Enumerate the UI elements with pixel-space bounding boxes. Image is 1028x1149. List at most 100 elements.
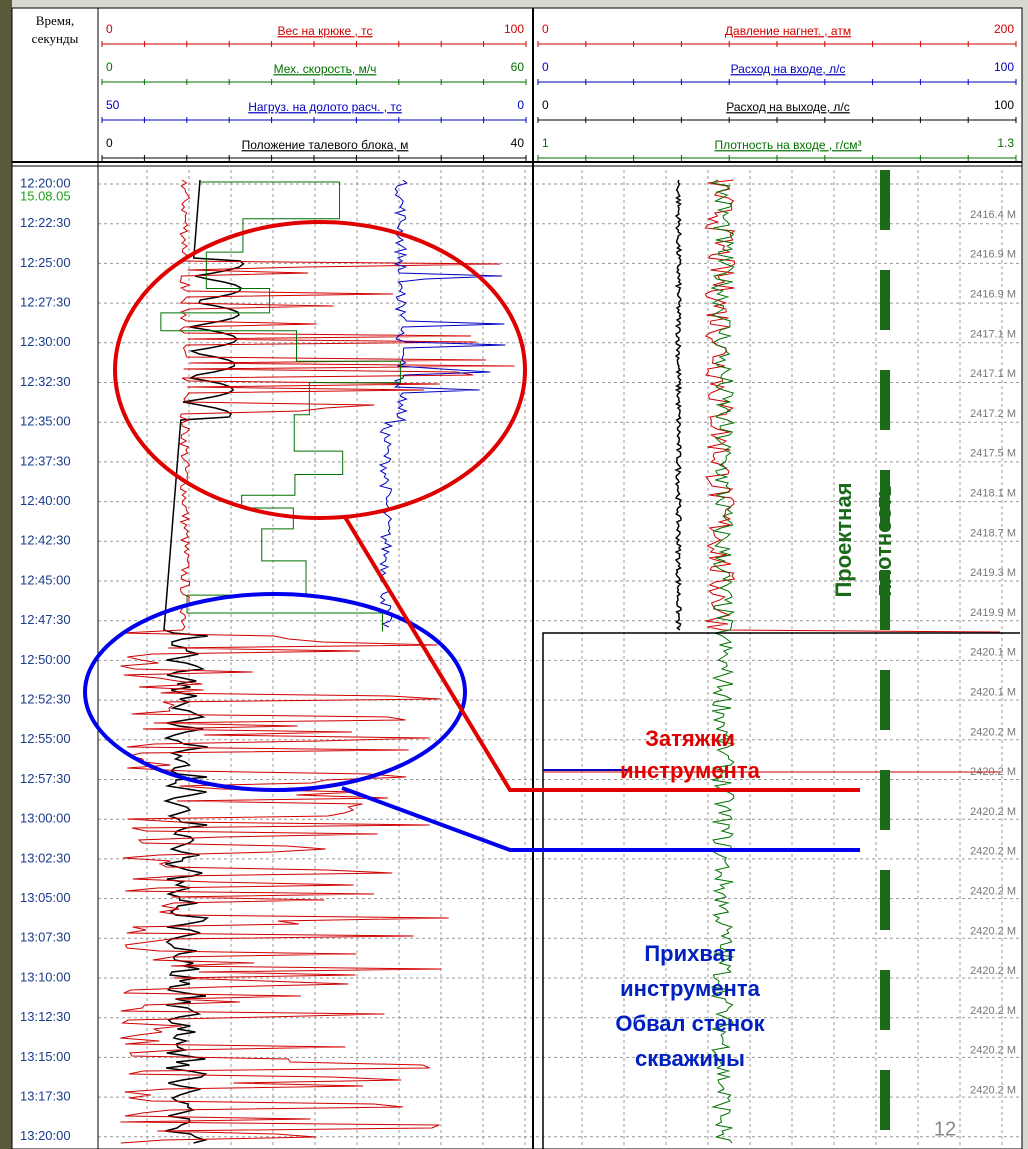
time-label: 13:15:00: [20, 1049, 71, 1064]
page-number: 12: [934, 1118, 956, 1140]
time-label: 13:07:30: [20, 930, 71, 945]
scale-max: 100: [994, 60, 1014, 74]
time-label: 13:00:00: [20, 811, 71, 826]
time-label: 12:20:00: [20, 175, 71, 190]
curves: [120, 179, 1020, 1149]
time-label: 12:40:00: [20, 493, 71, 508]
annotation: инструмента: [620, 976, 760, 1001]
time-label: 13:05:00: [20, 890, 71, 905]
depth-label: 2420.2 M: [970, 766, 1016, 778]
time-label: 12:50:00: [20, 652, 71, 667]
scale-min: 50: [106, 98, 120, 112]
annotations: Затяжки инструмента Прихват инструмента …: [83, 170, 956, 1149]
depth-label: 2420.2 M: [970, 925, 1016, 937]
scale-min: 0: [542, 22, 549, 36]
depth-label: 2420.2 M: [970, 846, 1016, 858]
time-label: 12:45:00: [20, 572, 71, 587]
depth-label: 2420.2 M: [970, 806, 1016, 818]
scale-min: 0: [106, 136, 113, 150]
highlight-ellipse: [113, 220, 527, 520]
left-edge: [0, 0, 12, 1149]
scale-name: Давление нагнет. , атм: [725, 24, 851, 38]
trace: [162, 179, 245, 1144]
depth-label: 2420.1 M: [970, 647, 1016, 659]
connector: [343, 515, 860, 792]
depth-label: 2420.2 M: [970, 726, 1016, 738]
trace: [542, 632, 1020, 1149]
scale-max: 200: [994, 22, 1014, 36]
scale-name: Плотность на входе , г/см³: [715, 138, 862, 152]
scale-min: 1: [542, 136, 549, 150]
time-label: 12:55:00: [20, 731, 71, 746]
time-label: 12:32:30: [20, 374, 71, 389]
time-label: 13:02:30: [20, 850, 71, 865]
depth-label: 2420.2 M: [970, 965, 1016, 977]
time-label: 12:47:30: [20, 612, 71, 627]
scale-min: 0: [542, 98, 549, 112]
trace: [704, 179, 1001, 633]
depth-label: 2419.3 M: [970, 567, 1016, 579]
time-header: Время,: [36, 13, 74, 28]
depth-label: 2417.2 M: [970, 408, 1016, 420]
depth-label: 2420.2 M: [970, 1045, 1016, 1057]
time-header: секунды: [32, 31, 79, 46]
scale-max: 60: [511, 60, 525, 74]
scale-max: 100: [994, 98, 1014, 112]
connector: [341, 786, 860, 852]
time-label: 13:20:00: [20, 1128, 71, 1143]
time-label: 12:42:30: [20, 533, 71, 548]
annotation: Затяжки: [645, 726, 735, 751]
time-label: 12:25:00: [20, 255, 71, 270]
time-label: 12:22:30: [20, 215, 71, 230]
trace: [674, 179, 683, 631]
time-label: 12:57:30: [20, 771, 71, 786]
depth-label: 2416.4 M: [970, 209, 1016, 221]
scale-name: Положение талевого блока, м: [242, 138, 409, 152]
depth-label: 2420.1 M: [970, 687, 1016, 699]
trace: [710, 179, 736, 1144]
depth-label: 2417.1 M: [970, 328, 1016, 340]
scale-max: 40: [511, 136, 525, 150]
depth-label: 2416.9 M: [970, 249, 1016, 261]
scale-name: Мех. скорость, м/ч: [274, 62, 377, 76]
time-label: 12:30:00: [20, 334, 71, 349]
trace: [378, 179, 506, 628]
time-label: 13:17:30: [20, 1089, 71, 1104]
time-label: 13:10:00: [20, 969, 71, 984]
trace: [160, 181, 402, 632]
time-label: 12:27:30: [20, 295, 71, 310]
depth-label: 2418.7 M: [970, 527, 1016, 539]
depth-label: 2420.2 M: [970, 1005, 1016, 1017]
scale-max: 0: [517, 98, 524, 112]
depth-label: 2420.2 M: [970, 1085, 1016, 1097]
depth-label: 2417.5 M: [970, 448, 1016, 460]
time-label: 13:12:30: [20, 1009, 71, 1024]
annotation: Обвал стенок: [615, 1011, 765, 1036]
depth-label: 2418.1 M: [970, 488, 1016, 500]
depth-label: 2416.9 M: [970, 289, 1016, 301]
annotation: Прихват: [644, 941, 735, 966]
depth-label: 2419.9 M: [970, 607, 1016, 619]
scale-min: 0: [542, 60, 549, 74]
depth-label: 2420.2 M: [970, 886, 1016, 898]
scale-name: Расход на выходе, л/с: [726, 100, 849, 114]
scale-name: Расход на входе, л/с: [731, 62, 846, 76]
scale-min: 0: [106, 60, 113, 74]
date-label: 15.08.05: [20, 188, 71, 203]
annotation: Проектная: [831, 482, 856, 597]
time-label: 12:37:30: [20, 453, 71, 468]
depth-label: 2417.1 M: [970, 368, 1016, 380]
scale-min: 0: [106, 22, 113, 36]
annotation: скважины: [635, 1046, 745, 1071]
scale-name: Вес на крюке , тс: [278, 24, 373, 38]
scale-name: Нагруз. на долото расч. , тс: [248, 100, 402, 114]
scale-max: 1.3: [997, 136, 1014, 150]
trace: [120, 179, 515, 1144]
time-label: 12:35:00: [20, 414, 71, 429]
highlight-ellipse: [83, 592, 467, 792]
time-label: 12:52:30: [20, 692, 71, 707]
frame: [12, 8, 1022, 1149]
annotation: инструмента: [620, 758, 760, 783]
